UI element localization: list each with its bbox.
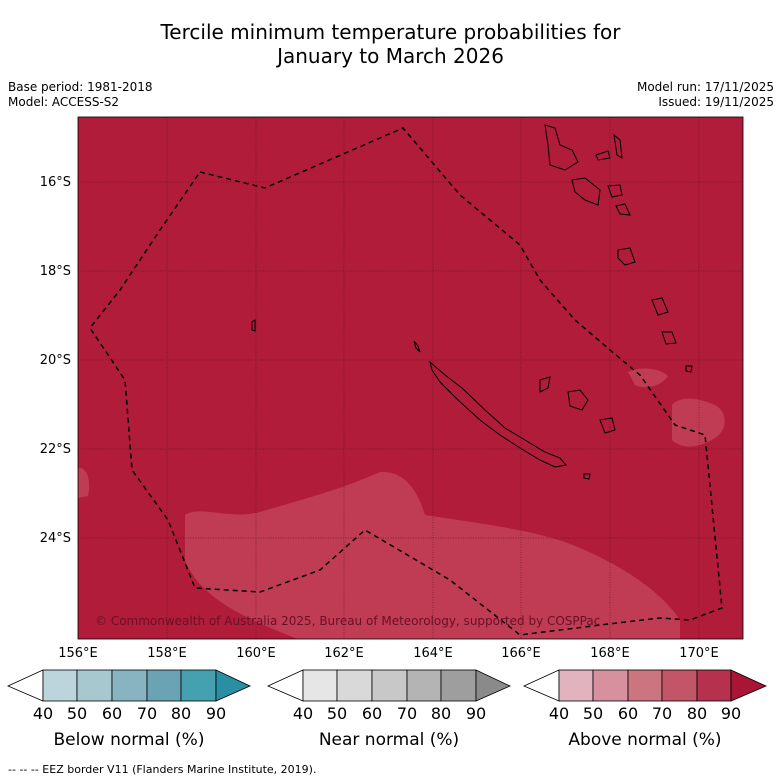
meta-right: Model run: 17/11/2025 Issued: 19/11/2025 [637, 80, 774, 110]
island-espiritu-santo [544, 124, 579, 171]
cb-tick: 90 [205, 704, 227, 723]
cb-near-label: Near normal (%) [318, 730, 460, 750]
lon-label-168e: 168°E [590, 646, 630, 661]
cb-near-seg-4 [406, 669, 442, 702]
model-run: Model run: 17/11/2025 [636, 80, 774, 94]
island-chesterfield [251, 319, 256, 332]
cb-above-seg-5 [696, 669, 732, 702]
cb-above-seg-1 [558, 669, 594, 702]
title-line-2: January to March 2026 [277, 44, 504, 68]
colorbar-near-normal [267, 669, 511, 702]
island-ouvea [539, 376, 551, 393]
island-erromango [651, 297, 669, 316]
cb-above-seg-3 [627, 669, 663, 702]
cb-tick: 40 [292, 704, 314, 723]
island-ambrym [607, 184, 623, 198]
lighter-region-west [78, 467, 90, 498]
cb-below-seg-4 [146, 669, 182, 702]
cb-above-label: Above normal (%) [568, 730, 722, 750]
cb-tick: 80 [170, 704, 192, 723]
cb-below-label: Below normal (%) [53, 730, 205, 750]
cb-above-high-tri [730, 669, 767, 702]
island-efate [617, 247, 636, 266]
lat-label-16s: 16°S [39, 175, 71, 190]
island-epi [615, 203, 631, 216]
model-name: Model: ACCESS-S2 [8, 95, 120, 109]
lon-label-166e: 166°E [501, 646, 541, 661]
cb-tick: 90 [720, 704, 742, 723]
cb-tick: 50 [326, 704, 348, 723]
cb-below-seg-1 [42, 669, 78, 702]
cb-below-high-tri [215, 669, 251, 702]
cb-tick: 70 [396, 704, 418, 723]
cb-tick: 60 [101, 704, 123, 723]
island-aneityum [685, 365, 693, 373]
lat-label-20s: 20°S [39, 353, 71, 368]
cb-below-low-tri [7, 669, 44, 702]
cb-above-seg-4 [661, 669, 698, 702]
lat-label-24s: 24°S [39, 531, 71, 546]
cb-below-seg-3 [111, 669, 148, 702]
island-south [583, 473, 591, 480]
colorbar-below-normal [7, 669, 251, 702]
lat-label-22s: 22°S [39, 442, 71, 457]
map-frame [77, 116, 744, 640]
cb-tick: 50 [66, 704, 88, 723]
island-pentecost [613, 133, 623, 159]
cb-below-seg-2 [76, 669, 113, 702]
island-lifou [567, 389, 589, 411]
cb-tick: 40 [32, 704, 54, 723]
lon-label-162e: 162°E [324, 646, 364, 661]
base-period: Base period: 1981-2018 [8, 80, 153, 94]
lon-label-158e: 158°E [147, 646, 187, 661]
map-title: Tercile minimum temperature probabilitie… [0, 20, 781, 68]
cb-tick: 80 [686, 704, 708, 723]
island-malakula [571, 177, 601, 206]
cb-near-high-tri [475, 669, 511, 702]
island-tanna [661, 331, 677, 345]
cb-near-seg-1 [302, 669, 338, 702]
title-line-1: Tercile minimum temperature probabilitie… [160, 20, 621, 44]
island-mare [599, 417, 616, 434]
cb-tick: 70 [136, 704, 158, 723]
cb-tick: 60 [361, 704, 383, 723]
island-belep [413, 340, 421, 353]
colorbar-above-normal [523, 669, 767, 702]
island-malo [595, 150, 611, 161]
cb-tick: 50 [582, 704, 604, 723]
lon-label-160e: 160°E [236, 646, 276, 661]
lon-label-170e: 170°E [679, 646, 719, 661]
lon-label-164e: 164°E [413, 646, 453, 661]
cb-tick: 60 [617, 704, 639, 723]
cb-tick: 70 [651, 704, 673, 723]
cb-near-seg-5 [440, 669, 477, 702]
cb-tick: 80 [430, 704, 452, 723]
lon-label-156e: 156°E [58, 646, 98, 661]
lighter-region-south [185, 471, 680, 639]
meta-left: Base period: 1981-2018 Model: ACCESS-S2 [8, 80, 153, 110]
lat-label-18s: 18°S [39, 264, 71, 279]
cb-near-seg-2 [336, 669, 373, 702]
eez-legend-footer: -- -- -- EEZ border V11 (Flanders Marine… [8, 763, 317, 776]
cb-below-seg-5 [180, 669, 217, 702]
cb-near-low-tri [267, 669, 304, 702]
cb-above-low-tri [523, 669, 560, 702]
new-caledonia-island [429, 360, 567, 468]
graticule [78, 117, 743, 639]
cb-near-seg-3 [371, 669, 408, 702]
cb-tick: 90 [465, 704, 487, 723]
cb-tick: 40 [548, 704, 570, 723]
cb-above-seg-2 [592, 669, 629, 702]
copyright-notice: © Commonwealth of Australia 2025, Bureau… [95, 614, 601, 628]
lighter-region-east [672, 398, 725, 447]
issued-date: Issued: 19/11/2025 [658, 95, 774, 109]
